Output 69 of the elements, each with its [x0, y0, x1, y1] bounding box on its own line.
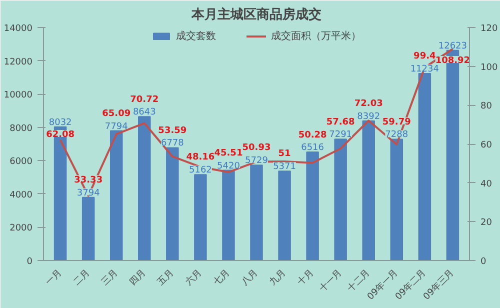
data-label: 57.68	[326, 117, 355, 128]
chart-title: 本月主城区商品房成交	[190, 6, 322, 22]
data-label: 51	[278, 148, 291, 159]
y-tick-label: 4000	[10, 190, 33, 200]
y2-tick-label: 100	[480, 62, 498, 73]
data-label: 50.93	[242, 143, 271, 154]
bar	[138, 116, 151, 260]
bar	[362, 120, 375, 260]
x-tick-label: 六月	[183, 267, 204, 288]
data-label: 3794	[76, 188, 100, 198]
x-tick-label: 七月	[212, 267, 232, 288]
y2-tick-label: 20	[480, 218, 492, 228]
y-tick-label: 6000	[10, 157, 33, 168]
data-label: 6516	[301, 143, 324, 154]
data-label: 6778	[160, 138, 184, 149]
data-label: 5371	[273, 162, 296, 172]
data-label: 8392	[357, 112, 380, 122]
data-label: 99.4	[414, 51, 436, 62]
data-label: 12623	[438, 41, 468, 52]
y2-tick-label: 80	[480, 102, 492, 112]
bar	[222, 170, 235, 260]
data-label: 11234	[410, 64, 440, 75]
y2-tick-label: 40	[480, 179, 492, 190]
data-label: 72.03	[354, 98, 383, 109]
x-tick-label: 二月	[72, 268, 92, 288]
y-tick-label: 0	[26, 257, 33, 267]
y-tick-label: 10000	[4, 90, 33, 101]
data-label: 59.79	[382, 117, 411, 128]
data-label: 33.33	[74, 175, 103, 186]
data-label: 5162	[188, 166, 212, 176]
x-tick-label: 八月	[240, 267, 260, 288]
data-label: 8032	[48, 118, 72, 128]
data-label: 7291	[329, 130, 352, 140]
x-tick-label: 一月	[44, 268, 64, 288]
y-tick-label: 2000	[10, 224, 33, 234]
y2-tick-label: 60	[480, 140, 492, 150]
bar	[110, 130, 123, 260]
x-tick-label: 十月	[296, 267, 316, 288]
data-label: 7288	[385, 130, 408, 140]
bar	[194, 174, 207, 260]
data-label: 65.09	[102, 108, 131, 119]
bar	[166, 147, 179, 260]
data-label: 7794	[104, 122, 128, 132]
data-label: 5420	[217, 161, 240, 172]
legend-label: 成交面积（万平米）	[271, 30, 361, 43]
data-label: 108.92	[435, 56, 470, 66]
data-label: 8643	[132, 108, 156, 118]
x-tick-label: 五月	[156, 268, 176, 288]
bar	[278, 170, 291, 260]
y-tick-label: 8000	[10, 124, 33, 134]
data-label: 62.08	[46, 130, 75, 140]
y2-tick-label: 0	[480, 257, 486, 267]
x-tick-label: 三月	[100, 268, 120, 288]
data-label: 5729	[245, 156, 268, 166]
data-label: 50.28	[298, 130, 327, 140]
y2-tick-label: 120	[480, 24, 498, 34]
x-tick-label: 九月	[268, 267, 288, 288]
x-tick-label: 四月	[128, 268, 148, 288]
y-tick-label: 12000	[4, 57, 33, 68]
data-label: 45.51	[214, 148, 243, 158]
data-label: 53.59	[158, 126, 187, 136]
data-label: 70.72	[130, 94, 159, 105]
legend-label: 成交套数	[176, 30, 216, 43]
data-label: 48.16	[186, 152, 215, 162]
y-tick-label: 14000	[4, 24, 33, 34]
bar	[418, 73, 432, 260]
x-tick-label: 十一月	[317, 267, 344, 294]
bar	[334, 138, 347, 260]
bar	[306, 152, 319, 260]
